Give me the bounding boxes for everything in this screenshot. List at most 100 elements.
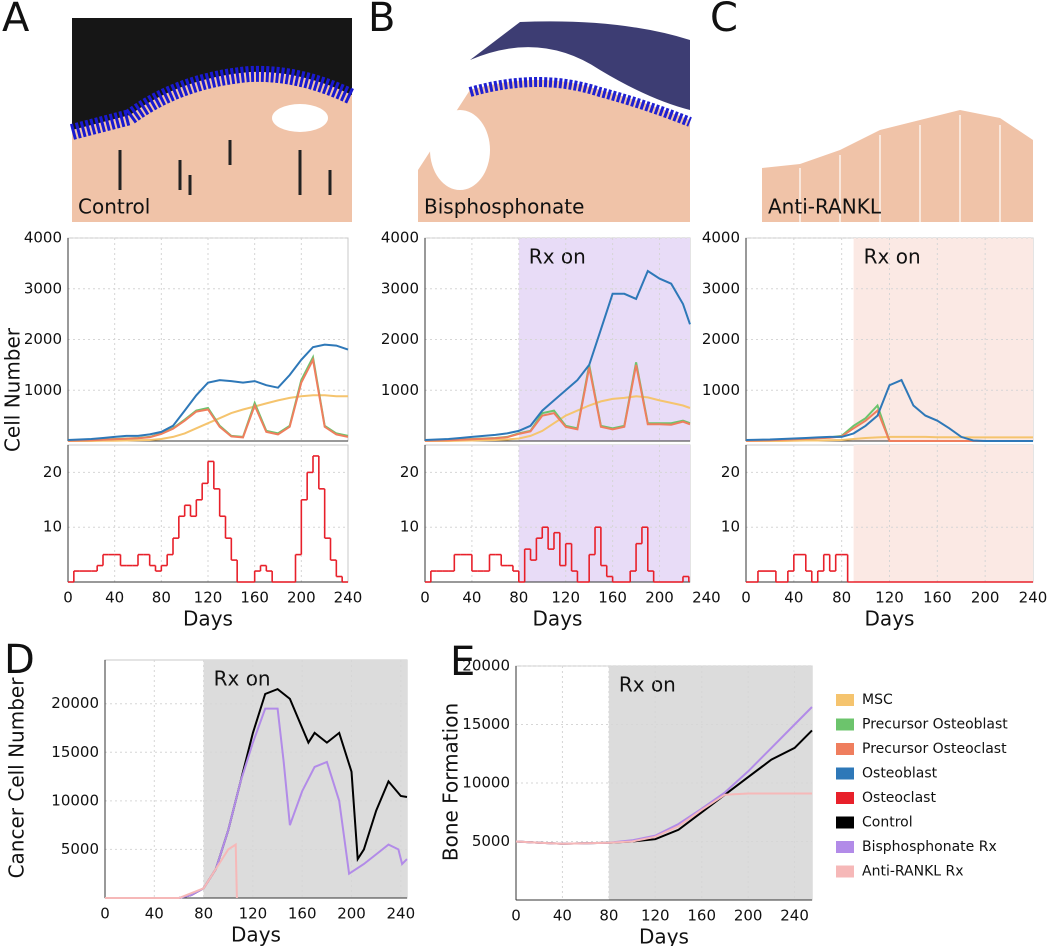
series-line — [515, 792, 812, 845]
x-tick-label: 40 — [105, 589, 124, 607]
legend-swatch — [836, 694, 854, 706]
treatment-shade — [853, 445, 1033, 582]
legend-swatch — [836, 767, 854, 780]
series-line — [424, 364, 691, 442]
snapshot-c — [762, 110, 1033, 222]
x-tick-label: 40 — [784, 589, 803, 607]
panel-letter: C — [710, 0, 738, 41]
x-tick-label: 80 — [509, 589, 528, 607]
shade-label: Rx on — [864, 245, 921, 269]
y-tick-label: 20 — [721, 463, 740, 481]
x-tick-label: 120 — [641, 907, 670, 925]
image-label: Bisphosphonate — [424, 195, 584, 219]
y-tick-label: 10000 — [462, 774, 510, 792]
treatment-shade — [853, 238, 1033, 441]
y-tick-label: 15000 — [51, 743, 99, 761]
image-label: Anti-RANKL — [768, 195, 882, 219]
series-line — [67, 343, 349, 441]
y-tick-label: 15000 — [462, 715, 510, 733]
y-axis-label: Cancer Cell Number — [5, 677, 29, 879]
x-tick-label: 240 — [1019, 589, 1048, 607]
x-tick-label: 80 — [599, 907, 618, 925]
x-tick-label: 200 — [734, 907, 763, 925]
image-label: Control — [78, 195, 150, 219]
shade-label: Rx on — [214, 667, 271, 691]
x-axis-label: Days — [533, 607, 583, 631]
x-tick-label: 120 — [194, 589, 223, 607]
x-tick-label: 0 — [741, 589, 751, 607]
y-tick-label: 10 — [400, 518, 419, 536]
x-tick-label: 160 — [598, 589, 627, 607]
y-tick-label: 4000 — [381, 229, 419, 247]
legend-swatch — [836, 718, 854, 731]
x-tick-label: 0 — [63, 589, 73, 607]
x-tick-label: 240 — [334, 589, 363, 607]
x-tick-label: 80 — [832, 589, 851, 607]
x-tick-label: 240 — [780, 907, 809, 925]
y-tick-label: 20 — [400, 463, 419, 481]
y-tick-label: 3000 — [24, 279, 62, 297]
panel-letter: B — [368, 0, 395, 41]
x-tick-label: 200 — [287, 589, 316, 607]
x-tick-label: 120 — [551, 589, 580, 607]
x-tick-label: 40 — [145, 905, 164, 923]
y-tick-label: 20 — [43, 463, 62, 481]
legend-label: Osteoblast — [862, 766, 938, 782]
series-line — [105, 842, 238, 899]
x-axis-label: Days — [183, 607, 233, 631]
x-tick-label: 200 — [337, 905, 366, 923]
legend-label: Anti-RANKL Rx — [862, 864, 964, 880]
series-line — [745, 378, 1033, 442]
legend-label: Osteoclast — [862, 790, 936, 806]
x-tick-label: 120 — [239, 905, 268, 923]
y-tick-label: 2000 — [24, 330, 62, 348]
y-tick-label: 1000 — [381, 381, 419, 399]
y-tick-label: 2000 — [381, 330, 419, 348]
panel-letter: D — [4, 637, 35, 683]
x-axis-label: Days — [231, 923, 281, 946]
y-axis-label: Bone Formation — [439, 703, 463, 861]
x-tick-label: 160 — [687, 907, 716, 925]
y-tick-label: 10 — [721, 518, 740, 536]
legend-label: Bisphosphonate Rx — [862, 839, 997, 855]
y-tick-label: 10 — [43, 518, 62, 536]
y-tick-label: 5000 — [472, 832, 510, 850]
x-tick-label: 160 — [288, 905, 317, 923]
y-tick-label: 4000 — [24, 229, 62, 247]
x-tick-label: 200 — [645, 589, 674, 607]
x-tick-label: 0 — [420, 589, 430, 607]
legend-label: Control — [862, 815, 913, 831]
y-tick-label: 5000 — [61, 840, 99, 858]
series-line — [746, 435, 1033, 442]
legend-label: Precursor Osteoclast — [862, 741, 1007, 757]
x-tick-label: 80 — [152, 589, 171, 607]
y-tick-label: 1000 — [702, 381, 740, 399]
x-axis-label: Days — [639, 925, 689, 946]
x-axis-label: Days — [865, 607, 915, 631]
legend-label: MSC — [862, 692, 893, 708]
x-tick-label: 120 — [875, 589, 904, 607]
legend-swatch — [836, 865, 854, 878]
snapshot-a — [69, 18, 356, 222]
legend-swatch — [836, 841, 854, 853]
x-tick-label: 240 — [692, 589, 721, 607]
treatment-shade — [203, 660, 407, 898]
y-tick-label: 3000 — [381, 279, 419, 297]
legend-swatch — [836, 743, 854, 755]
x-tick-label: 200 — [971, 589, 1000, 607]
x-tick-label: 160 — [240, 589, 269, 607]
x-tick-label: 40 — [462, 589, 481, 607]
legend-swatch — [836, 792, 854, 804]
y-axis-label: Cell Number — [1, 327, 25, 452]
series-line — [67, 356, 349, 442]
x-tick-label: 160 — [923, 589, 952, 607]
panel-letter: E — [450, 639, 475, 685]
treatment-shade — [518, 445, 690, 582]
x-tick-label: 0 — [511, 907, 521, 925]
snapshot-b — [418, 18, 692, 222]
y-tick-label: 10000 — [51, 791, 99, 809]
series-line — [68, 394, 348, 442]
y-tick-label: 1000 — [24, 381, 62, 399]
